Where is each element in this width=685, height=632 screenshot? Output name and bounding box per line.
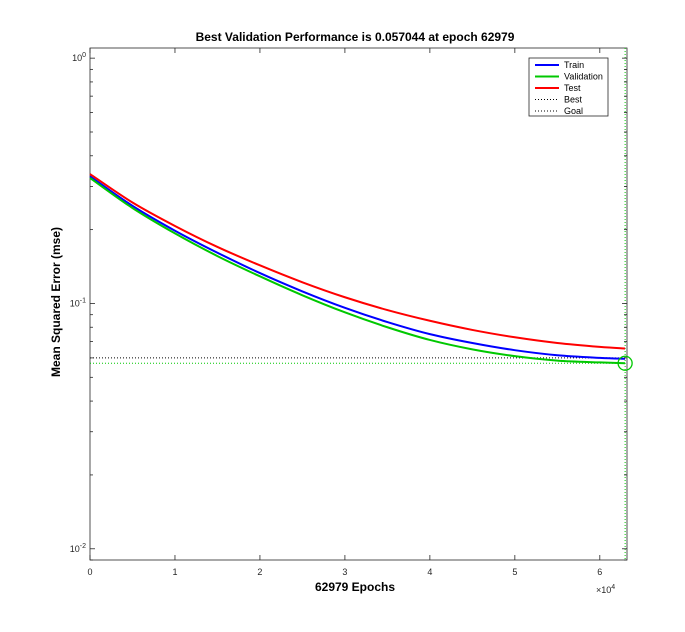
series-line-train	[89, 175, 626, 360]
legend-label-train: Train	[564, 60, 584, 70]
x-tick-label: 3	[342, 567, 347, 577]
legend-label-goal: Goal	[564, 106, 583, 116]
y-tick-label: 100	[72, 52, 86, 63]
legend-label-validation: Validation	[564, 72, 603, 82]
x-tick-label: 4	[427, 567, 432, 577]
y-tick-label: 10-2	[70, 543, 86, 554]
x-axis-label: 62979 Epochs	[315, 580, 395, 594]
chart-title: Best Validation Performance is 0.057044 …	[196, 30, 515, 44]
y-axis-ticks: 10-2 10-1 100	[70, 52, 627, 561]
x-tick-label: 2	[257, 567, 262, 577]
series-layer	[89, 173, 633, 371]
x-tick-label: 6	[597, 567, 602, 577]
legend-label-best: Best	[564, 95, 583, 105]
x-axis-ticks: 0 1 2 3 4 5 6	[87, 48, 602, 577]
x-tick-label: 5	[512, 567, 517, 577]
x-exponent-label: ×104	[596, 584, 615, 595]
axes-box	[89, 47, 628, 561]
y-tick-label: 10-1	[70, 297, 86, 308]
x-tick-label: 0	[87, 567, 92, 577]
series-line-validation	[89, 177, 626, 365]
plot-area	[89, 47, 628, 561]
x-tick-label: 1	[172, 567, 177, 577]
y-axis-label: Mean Squared Error (mse)	[49, 227, 63, 377]
best-point-marker	[617, 355, 633, 371]
series-line-test	[89, 173, 626, 350]
legend-label-test: Test	[564, 83, 581, 93]
